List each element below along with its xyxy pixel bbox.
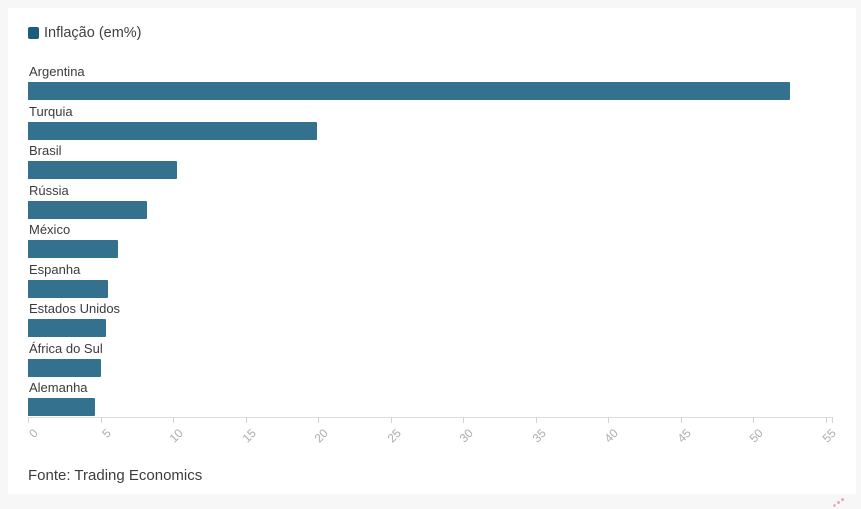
axis-tick-label: 45 [674,426,694,446]
legend-label: Inflação (em%) [44,25,142,41]
category-label: Brasil [29,143,62,158]
bar-track [28,240,826,258]
bar-chart: Argentina Turquia Brasil Rússia México Espanh… [28,64,826,420]
bar-row: Brasil [28,143,826,183]
axis-tick [390,417,392,423]
bar[interactable] [28,279,108,298]
bar[interactable] [28,200,147,219]
axis-tick-label: 5 [98,426,114,441]
category-label: Alemanha [29,380,88,395]
bar-row: Alemanha [28,380,826,420]
axis-tick [826,417,827,423]
bar-row: México [28,222,826,262]
axis-tick-label: 35 [529,426,549,446]
chart-card: Inflação (em%) Argentina Turquia Brasil Rús… [8,8,856,494]
bar[interactable] [28,319,107,337]
category-label: Estados Unidos [29,301,121,316]
category-label: Espanha [29,261,81,277]
axis-tick-label: 15 [239,426,259,446]
axis-tick [100,417,102,423]
axis-tick-label: 10 [166,426,186,446]
axis-end-tick [832,417,833,423]
category-label: Rússia [29,182,69,198]
legend: Inflação (em%) [28,25,142,41]
bar[interactable] [28,121,317,140]
bar-track [28,161,826,179]
attribution-mark-icon[interactable] [833,498,847,507]
axis-tick [680,417,682,423]
axis-tick-label: 50 [747,426,767,446]
axis-tick [245,417,247,423]
bar-track [28,319,826,337]
axis-tick-label: 20 [311,426,332,446]
bar-row: África do Sul [28,341,826,381]
bar-track [28,279,826,298]
source-note: Fonte: Trading Economics [28,467,203,484]
bar[interactable] [28,398,95,416]
axis-tick-label: 40 [601,426,622,446]
bar-track [28,358,826,377]
axis-tick [173,417,175,423]
category-label: Turquia [29,103,73,119]
axis-tick-label: 30 [456,426,477,446]
legend-swatch-icon [28,27,39,39]
bar[interactable] [28,161,178,179]
axis-tick [28,417,29,423]
bar-row: Estados Unidos [28,301,826,341]
axis-tick [608,417,610,423]
bar[interactable] [28,358,101,377]
bar-track [28,121,826,140]
bar[interactable] [28,240,118,258]
axis-tick [318,417,320,423]
bar-row: Argentina [28,64,826,104]
axis-tick-label: 55 [819,426,839,446]
bar-track [28,82,826,100]
x-axis: 0 5 10 15 20 25 30 35 40 45 50 55 [26,417,839,445]
bar-track [28,398,826,416]
bar[interactable] [28,82,790,100]
bar-row: Rússia [28,183,826,223]
axis-tick [535,417,537,423]
bar-row: Turquia [28,104,826,144]
bar-row: Espanha [28,262,826,302]
axis-tick-label: 0 [26,426,41,441]
category-label: África do Sul [29,340,103,356]
axis-tick [463,417,465,423]
axis-tick [753,417,755,423]
axis-tick-label: 25 [384,426,404,446]
category-label: Argentina [29,64,85,79]
bar-track [28,200,826,219]
category-label: México [29,222,71,237]
